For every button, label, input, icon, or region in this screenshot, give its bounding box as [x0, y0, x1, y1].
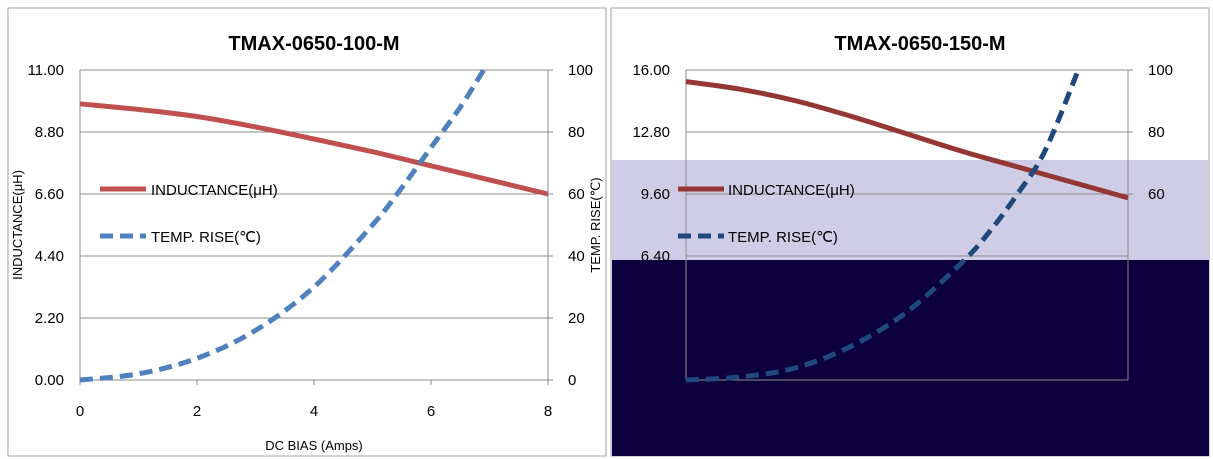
- y-tick-label: 4.40: [35, 248, 64, 265]
- chart-title: TMAX-0650-100-M: [228, 33, 399, 55]
- y-tick-label: 16.00: [632, 62, 670, 79]
- y2-tick-label: 80: [1148, 124, 1165, 141]
- y-tick-label: 0.00: [35, 372, 64, 389]
- y2-tick-label: 100: [1148, 62, 1173, 79]
- inductance-line: [685, 79, 1129, 201]
- chart-tmax-0650-150-m: TMAX-0650-150-M 16.00 12.80 9.60 6.40 100 80 60…: [632, 33, 1173, 383]
- dark-artifact-region: [612, 260, 1209, 456]
- legend-label: TEMP. RISE(℃): [728, 229, 838, 246]
- chart-tmax-0650-100-m: TMAX-0650-100-M 0.00 2.20 4.40 6.60 8.80 11.00…: [10, 33, 603, 453]
- legend-label: INDUCTANCE(μH): [728, 182, 855, 199]
- x-tick-label: 0: [76, 403, 84, 420]
- y2-tick-label: 60: [568, 186, 585, 203]
- lavender-overlay: [612, 160, 1209, 260]
- inductance-line: [79, 101, 549, 197]
- y2-tick-label: 80: [568, 124, 585, 141]
- x-tick-label: 4: [310, 403, 318, 420]
- y2-tick-label: 60: [1148, 186, 1165, 203]
- temp-rise-line: [79, 68, 486, 383]
- y-tick-label: 8.80: [35, 124, 64, 141]
- x-axis-label: DC BIAS (Amps): [265, 438, 363, 453]
- y-tick-label: 2.20: [35, 310, 64, 327]
- x-tick-label: 6: [427, 403, 435, 420]
- temp-rise-line: [685, 69, 1081, 383]
- legend-label: TEMP. RISE(℃): [151, 229, 261, 246]
- y-tick-label: 11.00: [28, 62, 64, 79]
- y2-tick-label: 0: [568, 372, 576, 389]
- y-tick-label: 9.60: [641, 186, 670, 203]
- y2-tick-label: 40: [568, 248, 585, 265]
- chart-title: TMAX-0650-150-M: [834, 33, 1005, 55]
- y2-tick-label: 20: [568, 310, 585, 327]
- y-tick-label: 6.60: [35, 186, 64, 203]
- legend-label: INDUCTANCE(μH): [151, 182, 278, 199]
- y2-axis-label: TEMP. RISE(℃): [588, 177, 603, 272]
- y-axis-label: INDUCTANCE(μH): [10, 170, 25, 280]
- x-tick-label: 2: [193, 403, 201, 420]
- y-tick-label: 12.80: [632, 124, 670, 141]
- x-tick-label: 8: [544, 403, 552, 420]
- y2-tick-label: 100: [568, 62, 593, 79]
- y-tick-label: 6.40: [641, 248, 670, 265]
